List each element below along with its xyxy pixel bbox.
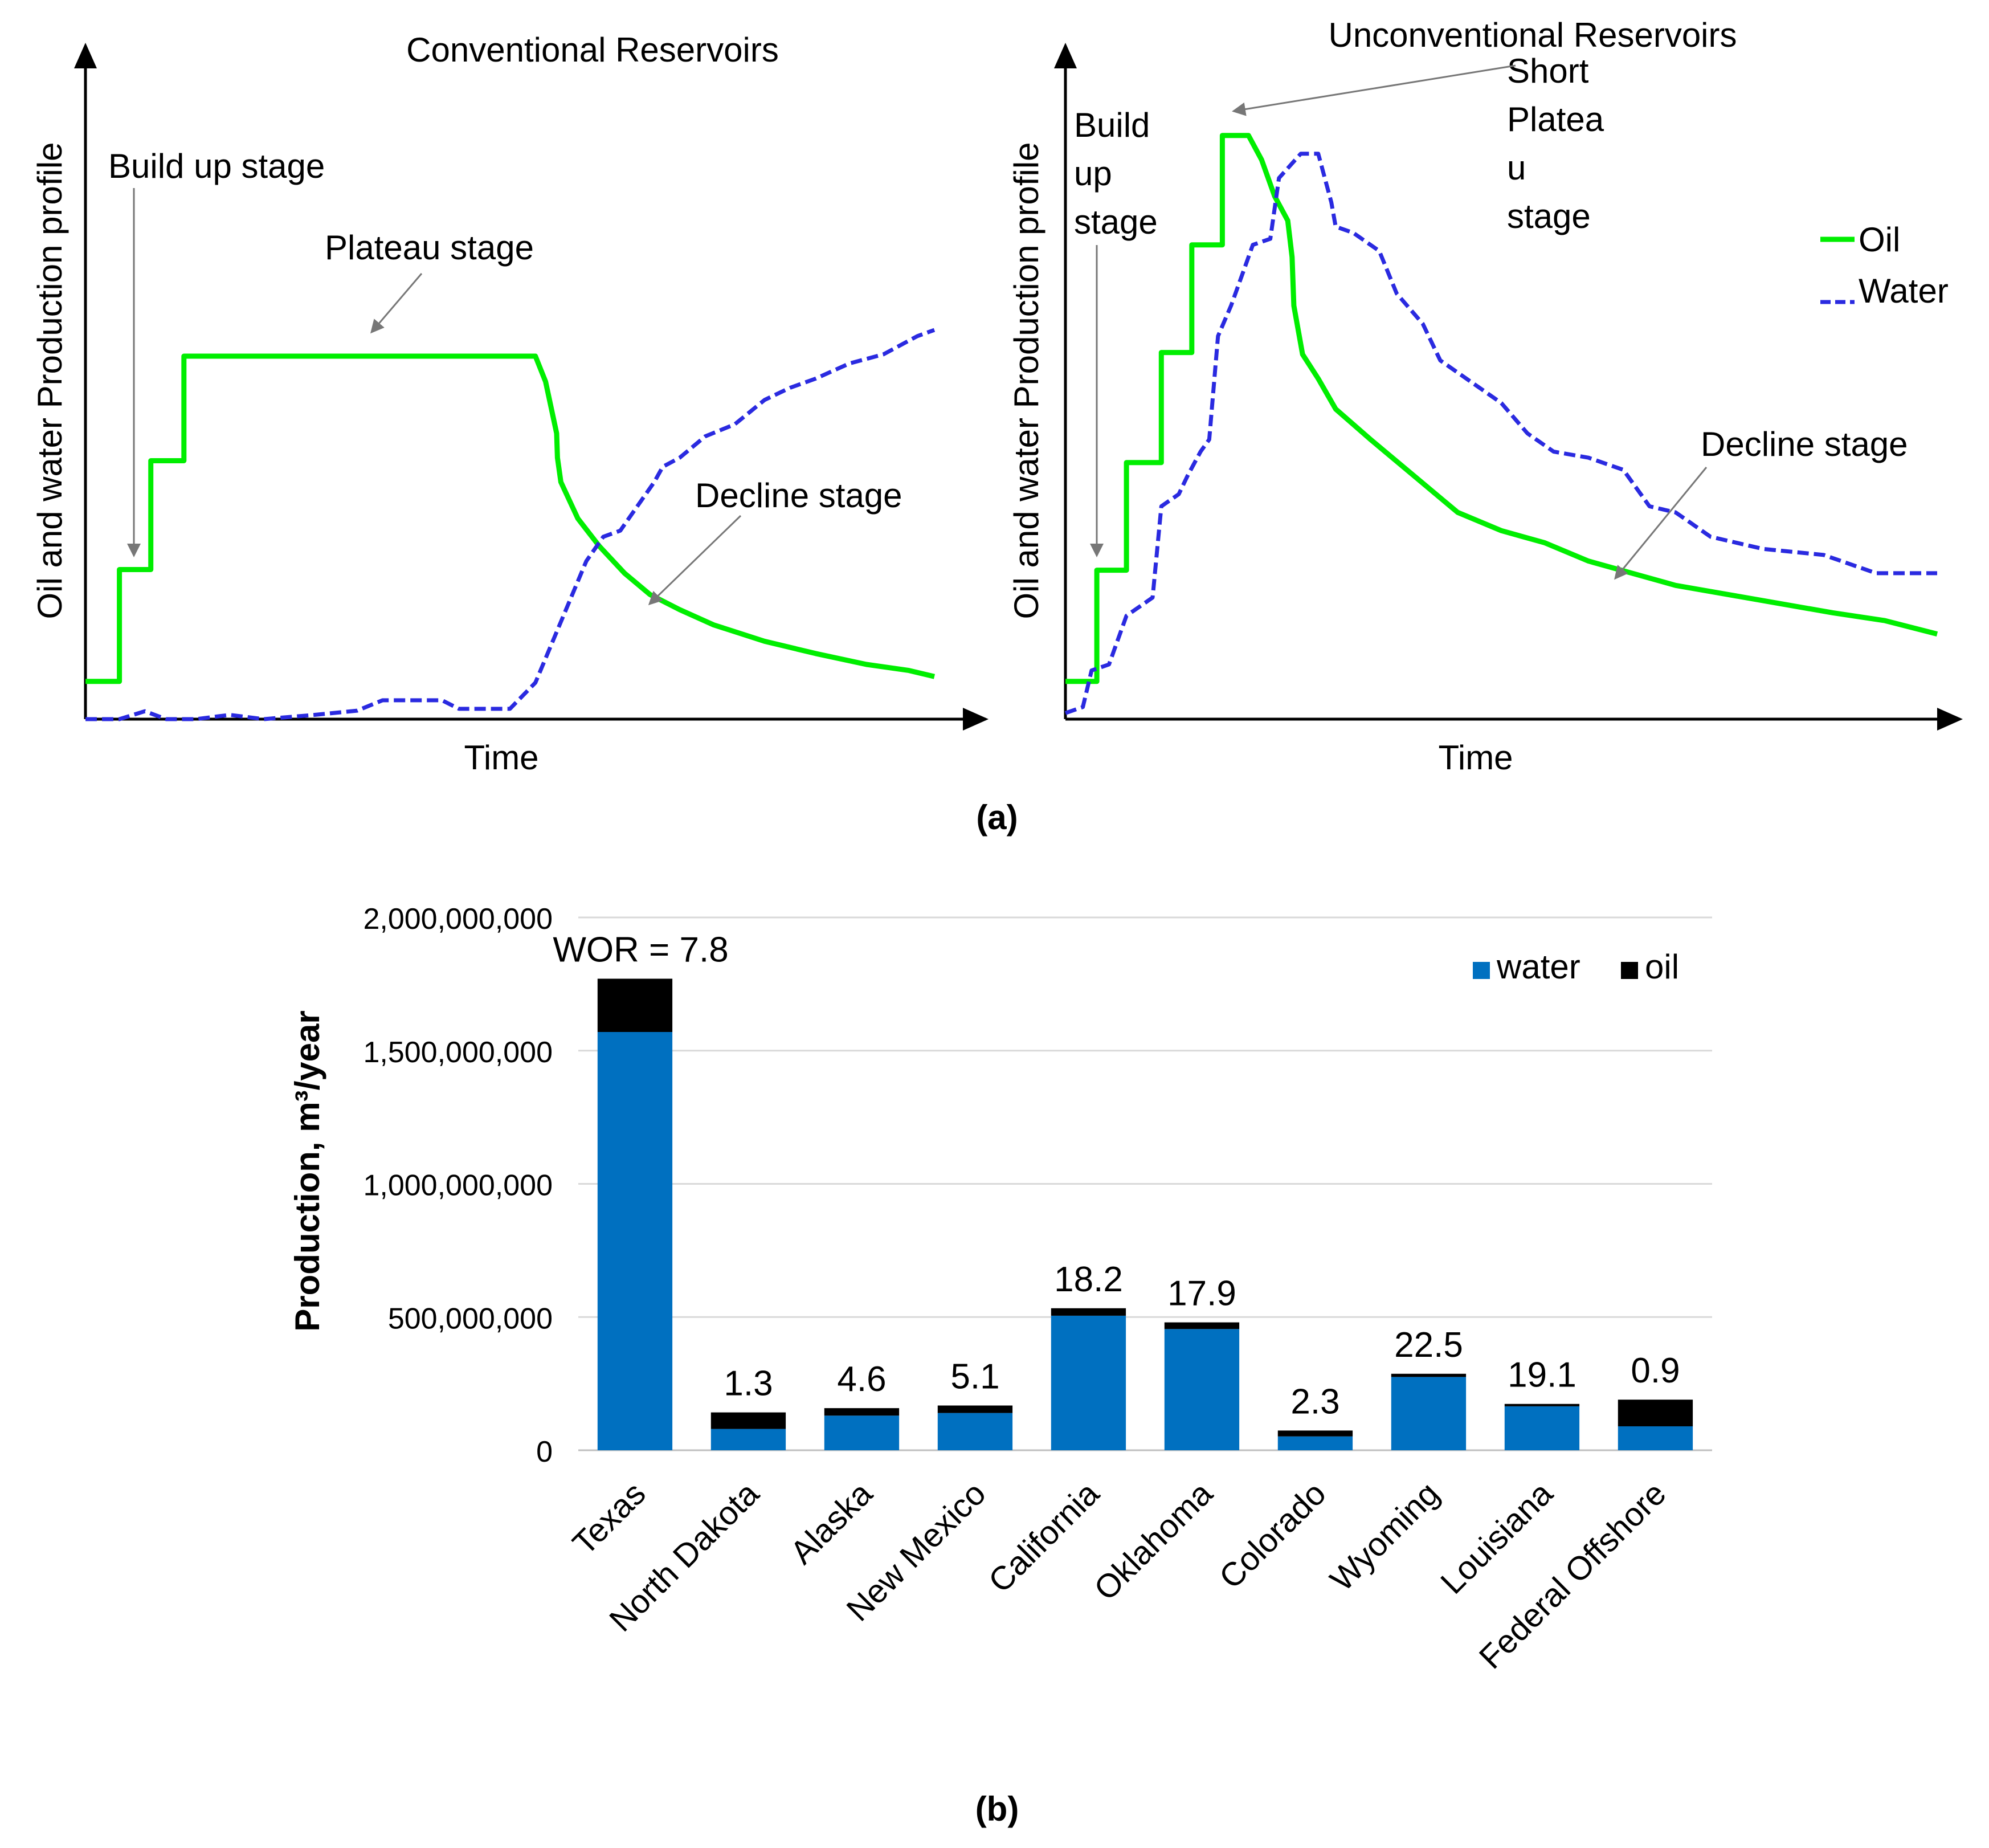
category-label: Wyoming: [1323, 1475, 1447, 1598]
data-label: 17.9: [1167, 1274, 1236, 1313]
y-axis-label: Production, m³/year: [288, 1010, 326, 1331]
annotation-decline: Decline stage: [695, 476, 902, 515]
panel-label-b: (b): [975, 1790, 1019, 1828]
annotation-line: up: [1074, 154, 1112, 193]
bar-water: [937, 1413, 1013, 1450]
data-label: 4.6: [837, 1360, 886, 1399]
x-axis-label: Time: [1438, 739, 1513, 777]
y-tick-label: 500,000,000: [388, 1302, 553, 1335]
series-line-water: [85, 328, 936, 721]
annotation-line: Platea: [1507, 100, 1604, 138]
bar-water: [1051, 1315, 1126, 1450]
bar-water: [1277, 1436, 1353, 1450]
data-label: 22.5: [1394, 1325, 1463, 1365]
legend-label-oil: oil: [1645, 948, 1679, 986]
legend-swatch-water: [1473, 962, 1490, 979]
series-line-water: [1064, 152, 1937, 715]
bar-oil: [710, 1412, 786, 1429]
bar-oil: [937, 1405, 1013, 1413]
data-label: 19.1: [1508, 1356, 1577, 1395]
bar-oil: [1504, 1404, 1580, 1406]
annotation-line: stage: [1074, 203, 1158, 241]
y-axis-label: Oil and water Production profile: [31, 142, 69, 619]
bar-water: [1164, 1329, 1240, 1450]
bar-water: [597, 1032, 673, 1450]
data-label: 18.2: [1054, 1260, 1123, 1299]
data-labels: WOR = 7.8 1.3 4.6 5.1 18.2 17.9 2.3 22.5 19.1 0.9: [553, 931, 1680, 1422]
y-tick-label: 0: [536, 1435, 553, 1468]
legend-label-water: Water: [1859, 272, 1949, 310]
category-label: Alaska: [783, 1475, 880, 1572]
bar-oil: [597, 978, 673, 1032]
x-axis-label: Time: [464, 739, 538, 777]
bar-water: [1618, 1426, 1693, 1450]
chart-title: Unconventional Reservoirs: [1328, 16, 1737, 54]
category-label: Colorado: [1212, 1475, 1333, 1596]
data-label: 5.1: [950, 1357, 999, 1396]
legend: water oil: [1473, 948, 1679, 986]
bars: [597, 978, 1693, 1450]
y-tick-label: 2,000,000,000: [363, 903, 553, 936]
legend-label-oil: Oil: [1859, 221, 1900, 259]
y-tick-labels: 0 500,000,000 1,000,000,000 1,500,000,000 2,…: [363, 903, 553, 1468]
chart-unconventional: Unconventional Reservoirs Time Oil and w…: [1007, 16, 1963, 777]
plot-area: [1064, 133, 1938, 715]
annotation-build-up: Build up stage: [108, 147, 325, 185]
data-label: 2.3: [1290, 1382, 1339, 1421]
bar-oil: [1164, 1322, 1240, 1329]
annotation-line: stage: [1507, 197, 1591, 235]
category-label: Texas: [566, 1475, 653, 1562]
category-label: Federal Offshore: [1472, 1475, 1673, 1676]
chart-production-by-state: 0 500,000,000 1,000,000,000 1,500,000,000 2,…: [288, 903, 1712, 1676]
bar-oil: [1277, 1430, 1353, 1437]
annotation-build-up: Build up stage: [1074, 106, 1159, 241]
y-tick-label: 1,500,000,000: [363, 1036, 553, 1069]
bar-oil: [1051, 1308, 1126, 1316]
y-tick-label: 1,000,000,000: [363, 1169, 553, 1202]
chart-conventional: Conventional Reservoirs Time Oil and wat…: [31, 31, 989, 777]
bar-water: [1504, 1406, 1580, 1450]
data-label: 0.9: [1631, 1351, 1680, 1390]
annotation-line: Build: [1074, 106, 1150, 144]
legend-label-water: water: [1496, 948, 1580, 986]
bar-oil: [824, 1408, 900, 1416]
panel-label-a: (a): [976, 798, 1018, 837]
annotation-line: u: [1507, 149, 1526, 187]
data-label: WOR = 7.8: [553, 931, 728, 970]
data-label: 1.3: [724, 1364, 773, 1404]
y-axis-label: Oil and water Production profile: [1007, 142, 1045, 619]
pointer-decline: [1614, 467, 1708, 580]
annotation-short-plateau: Short Platea u stage: [1507, 52, 1614, 235]
series-line-oil: [85, 353, 936, 684]
legend-swatch-oil: [1621, 962, 1638, 979]
bar-water: [710, 1429, 786, 1450]
annotation-decline: Decline stage: [1701, 425, 1908, 463]
bar-oil: [1618, 1400, 1693, 1426]
plot-area: [85, 328, 936, 721]
series-line-oil: [1065, 133, 1938, 684]
bar-water: [824, 1415, 900, 1450]
pointer-decline: [648, 515, 742, 606]
category-label: Oklahoma: [1087, 1475, 1220, 1608]
pointer-short-plateau: [1232, 64, 1516, 116]
annotation-plateau: Plateau stage: [325, 229, 534, 267]
bar-oil: [1391, 1373, 1467, 1377]
bar-water: [1391, 1377, 1467, 1450]
pointer-plateau: [370, 273, 423, 334]
annotation-line: Short: [1507, 52, 1589, 90]
legend: Oil Water: [1820, 221, 1949, 310]
chart-title: Conventional Reservoirs: [406, 31, 779, 69]
